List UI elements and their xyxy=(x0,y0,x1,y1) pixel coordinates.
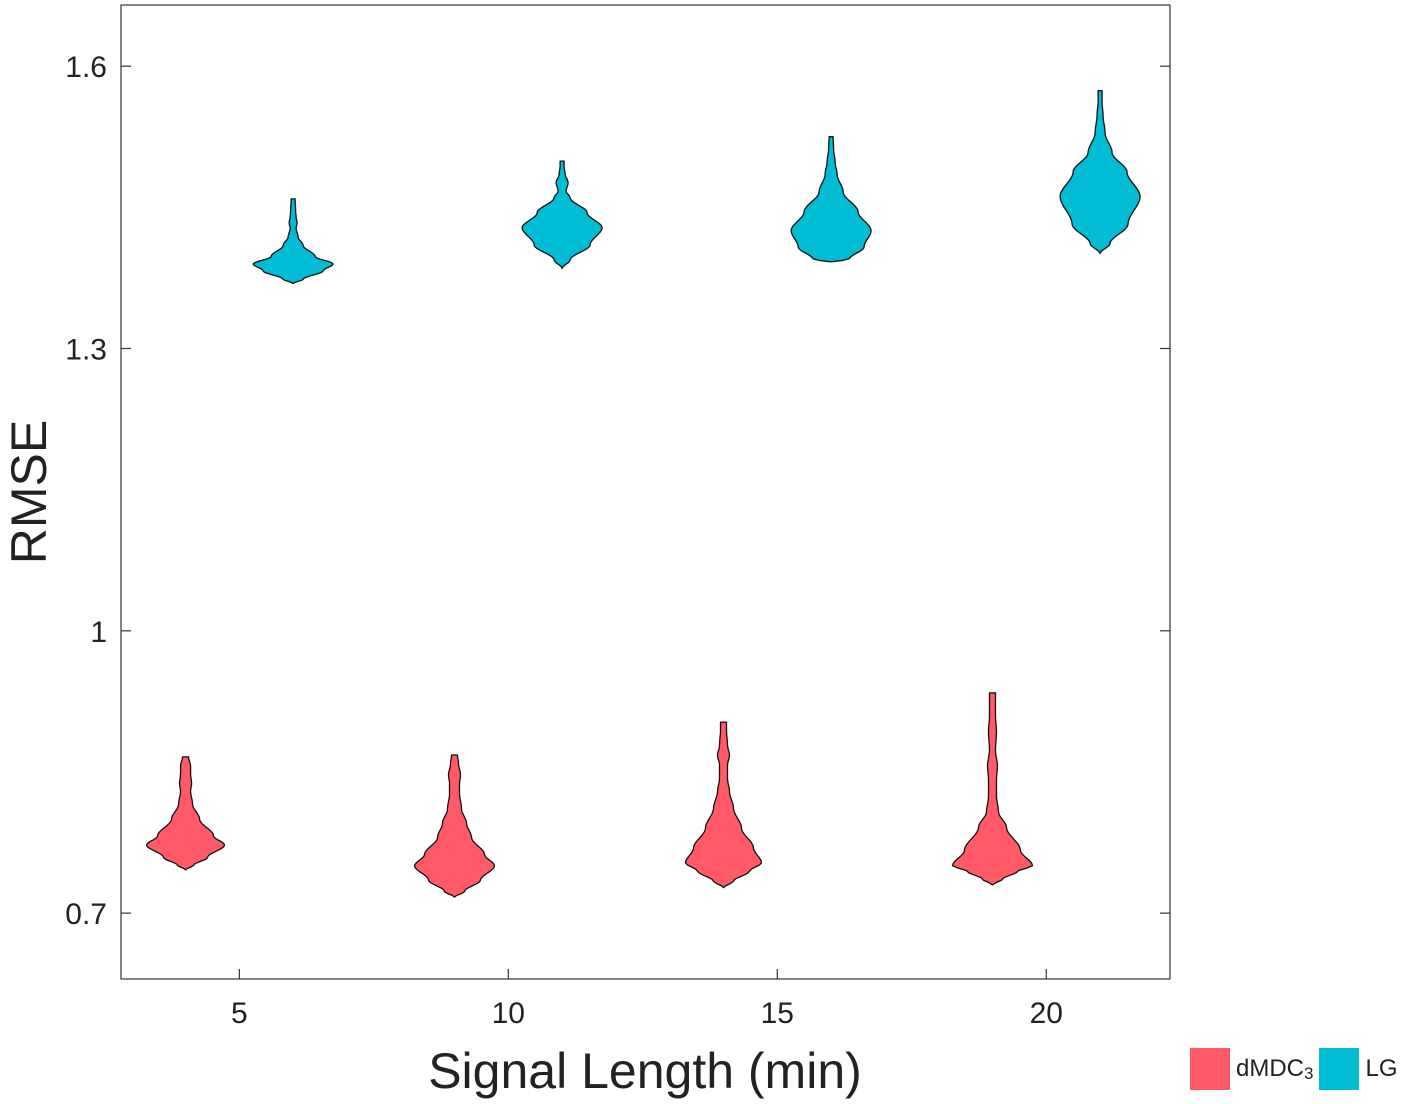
legend-swatch-lg xyxy=(1319,1048,1360,1090)
plot-area xyxy=(120,4,1171,980)
legend-label-dmdc3: dMDC3 xyxy=(1236,1054,1314,1083)
legend-item-lg: LG xyxy=(1319,1048,1398,1090)
legend-item-dmdc3: dMDC3 xyxy=(1190,1048,1313,1090)
x-tick-label: 20 xyxy=(1030,997,1063,1030)
y-tick-label: 1.6 xyxy=(65,51,107,84)
violin-lg-10 xyxy=(521,160,603,270)
y-tick-label: 0.7 xyxy=(65,898,107,931)
legend-swatch-dmdc3 xyxy=(1190,1048,1230,1090)
x-tick-label: 15 xyxy=(761,997,794,1030)
violin-lg-15 xyxy=(790,136,872,263)
violin-lg-5 xyxy=(252,198,334,285)
violin-dmdc3-20 xyxy=(951,692,1034,886)
y-tick-label: 1.3 xyxy=(65,333,107,366)
legend: dMDC3 LG xyxy=(1190,1048,1404,1090)
x-tick-label: 5 xyxy=(231,997,248,1030)
violin-dmdc3-5 xyxy=(146,756,226,871)
axis-ticks: 5 10 15 20 0.7 1 1.3 1.6 xyxy=(65,51,1170,1030)
violin-dmdc3-10 xyxy=(413,754,496,898)
x-tick-label: 10 xyxy=(492,997,525,1030)
violin-dmdc3-15 xyxy=(684,721,763,889)
violins xyxy=(146,89,1141,898)
legend-label-lg: LG xyxy=(1365,1055,1398,1082)
y-tick-label: 1 xyxy=(90,616,107,649)
x-axis-title: Signal Length (min) xyxy=(428,1043,862,1099)
y-axis-title: RMSE xyxy=(1,420,57,564)
violin-lg-20 xyxy=(1059,89,1141,255)
